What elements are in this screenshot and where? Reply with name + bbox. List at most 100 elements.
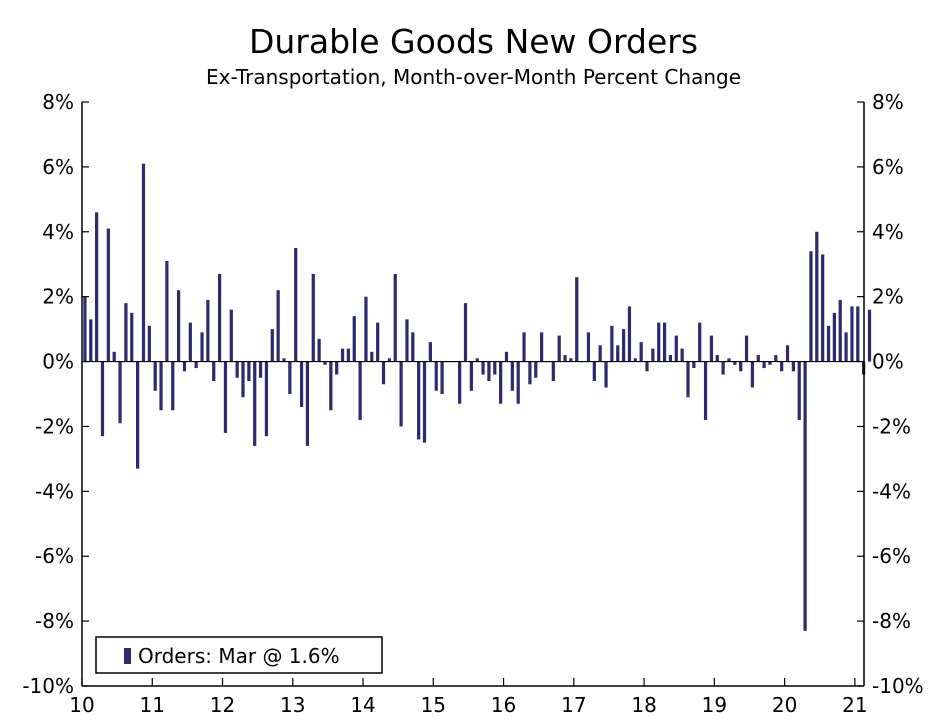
bar (253, 361, 257, 446)
bar (270, 329, 274, 362)
bar (411, 332, 415, 362)
y-tick-label-left: -8% (35, 609, 74, 633)
x-tick-label: 17 (561, 693, 586, 717)
bar (346, 348, 351, 362)
bar (739, 361, 743, 372)
bar (194, 361, 198, 369)
bar (381, 361, 386, 385)
x-tick-label: 15 (421, 693, 446, 717)
bar (744, 335, 749, 362)
bar (463, 303, 468, 362)
bar (405, 319, 409, 362)
bar (540, 332, 544, 362)
bar (171, 361, 175, 411)
bar (797, 361, 801, 420)
y-tick-label-right: 0% (872, 350, 904, 374)
tick-marks (81, 101, 864, 687)
y-tick-label-right: -4% (872, 479, 911, 503)
bar (791, 361, 795, 372)
bar (247, 361, 251, 382)
bar (276, 290, 280, 362)
bar (387, 358, 391, 362)
y-tick-label-left: -2% (35, 414, 74, 438)
bar-group (83, 163, 872, 631)
bar (475, 358, 479, 362)
bar (358, 361, 362, 420)
bar (826, 325, 831, 362)
y-tick-label-left: 4% (42, 220, 74, 244)
y-tick-label-right: -10% (872, 674, 924, 698)
bar (662, 322, 667, 362)
y-tick-label-left: 0% (42, 350, 74, 374)
bar (809, 251, 813, 362)
bar (780, 361, 784, 372)
bar (838, 299, 842, 362)
bar (575, 277, 579, 362)
bar (709, 335, 714, 362)
bar (686, 361, 690, 398)
bar (569, 358, 573, 362)
x-tick-label: 14 (350, 693, 375, 717)
bar (258, 361, 263, 378)
bar (499, 361, 503, 404)
bar (557, 335, 561, 362)
legend-label: Orders: Mar @ 1.6% (138, 644, 340, 668)
bar (657, 322, 661, 362)
chart-subtitle: Ex-Transportation, Month-over-Month Perc… (205, 65, 742, 89)
bar (516, 361, 520, 404)
bar (136, 361, 140, 469)
bar (364, 296, 368, 362)
bar (141, 163, 146, 362)
bar (118, 361, 122, 424)
bar (299, 361, 304, 407)
legend-swatch (124, 648, 131, 664)
bar (633, 358, 637, 362)
bar (698, 322, 702, 362)
bar (335, 361, 339, 375)
bar (83, 296, 87, 362)
bar (598, 345, 602, 362)
y-tick-label-right: -6% (872, 544, 911, 568)
chart-title: Durable Goods New Orders (248, 22, 699, 61)
x-tick-label: 21 (842, 693, 867, 717)
bar (305, 361, 310, 446)
bar (850, 306, 854, 362)
bar (832, 312, 836, 362)
bar (340, 348, 345, 362)
y-tick-label-right: 2% (872, 285, 904, 309)
bar (469, 361, 473, 391)
bar (762, 361, 766, 369)
bar (223, 361, 228, 433)
bar (481, 361, 485, 375)
bar (264, 361, 269, 437)
bar (756, 355, 760, 362)
bar (668, 355, 673, 362)
bar (399, 361, 403, 427)
x-tick-label: 19 (702, 693, 727, 717)
x-tick-label: 13 (280, 693, 305, 717)
legend: Orders: Mar @ 1.6% (95, 636, 383, 674)
bar (329, 361, 333, 411)
bar (229, 309, 233, 362)
bar (182, 361, 187, 372)
bar (616, 345, 620, 362)
bar (95, 212, 99, 362)
bar (785, 345, 790, 362)
y-tick-label-left: -4% (35, 479, 74, 503)
bar (867, 309, 872, 362)
bar (563, 355, 567, 362)
bar (323, 361, 327, 365)
bar (393, 273, 397, 362)
bar (241, 361, 245, 398)
bar (610, 325, 614, 362)
bar (112, 351, 116, 362)
y-tick-label-right: 6% (872, 155, 904, 179)
bar (674, 335, 678, 362)
bar (727, 358, 731, 362)
bar (504, 351, 509, 362)
bar (586, 332, 591, 362)
bar (428, 342, 432, 362)
bar (294, 248, 298, 362)
bar (821, 254, 825, 362)
bar (651, 348, 655, 362)
